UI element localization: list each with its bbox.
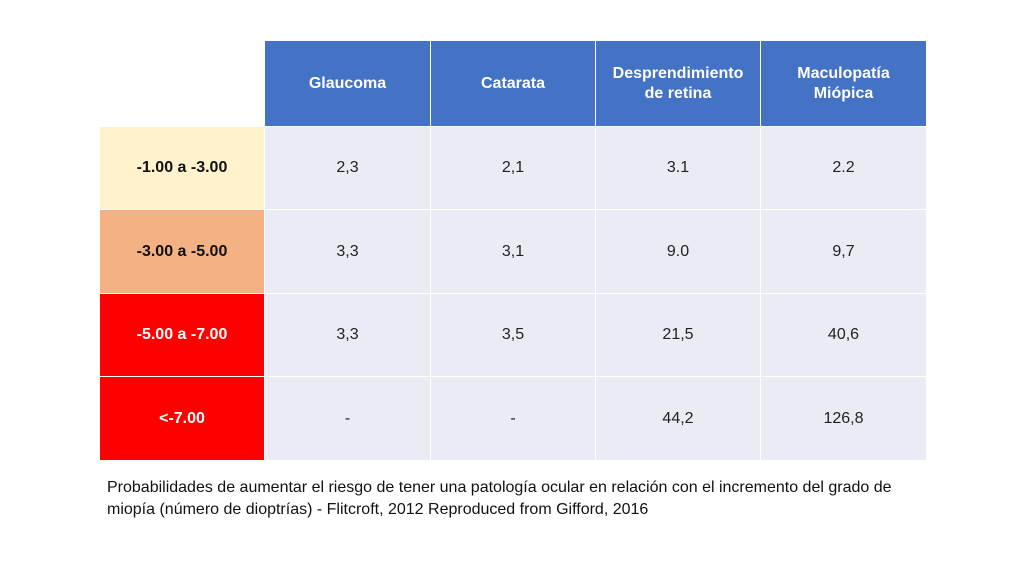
table-cell: 9.0: [596, 210, 760, 293]
table-cell: 44,2: [596, 377, 760, 460]
risk-table: Glaucoma Catarata Desprendimiento de ret…: [100, 41, 926, 460]
table-corner: [100, 41, 264, 126]
row-header-range-2: -3.00 a -5.00: [100, 210, 264, 293]
table-cell: -: [431, 377, 595, 460]
table-cell: 9,7: [761, 210, 926, 293]
table-cell: 40,6: [761, 294, 926, 376]
table-cell: 2.2: [761, 127, 926, 209]
table-cell: 3,1: [431, 210, 595, 293]
row-header-range-1: -1.00 a -3.00: [100, 127, 264, 209]
row-header-range-4: <-7.00: [100, 377, 264, 460]
column-header-catarata: Catarata: [431, 41, 595, 126]
row-header-range-3: -5.00 a -7.00: [100, 294, 264, 376]
column-header-glaucoma: Glaucoma: [265, 41, 430, 126]
column-header-maculopatia-miopica: Maculopatía Miópica: [761, 41, 926, 126]
table-cell: 3,5: [431, 294, 595, 376]
table-cell: 3,3: [265, 294, 430, 376]
table-cell: 3,3: [265, 210, 430, 293]
table-cell: 2,1: [431, 127, 595, 209]
table-cell: 21,5: [596, 294, 760, 376]
table-cell: 2,3: [265, 127, 430, 209]
column-header-desprendimiento-retina: Desprendimiento de retina: [596, 41, 760, 126]
table-cell: -: [265, 377, 430, 460]
table-cell: 126,8: [761, 377, 926, 460]
table-caption: Probabilidades de aumentar el riesgo de …: [107, 479, 892, 519]
table-cell: 3.1: [596, 127, 760, 209]
